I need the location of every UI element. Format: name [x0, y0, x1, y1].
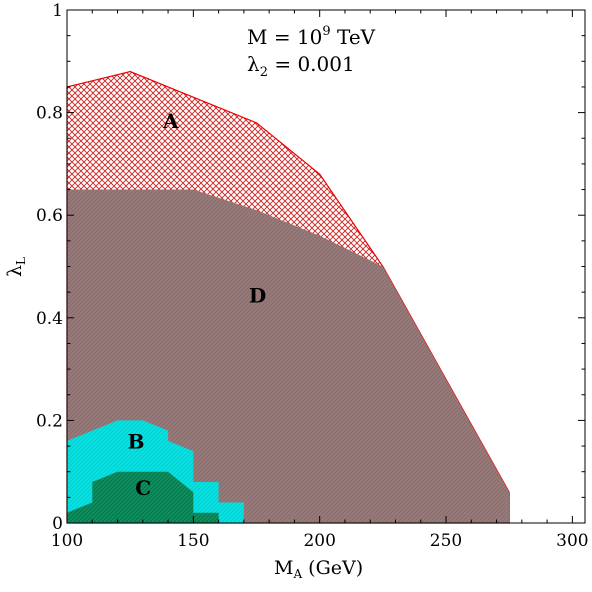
x-tick-label: 300 — [556, 531, 588, 551]
region-label-c: C — [135, 476, 151, 500]
region-c — [67, 471, 219, 523]
region-labels: A D BC — [128, 109, 267, 500]
y-tick-label: 0.2 — [36, 411, 63, 431]
y-tick-label: 1 — [52, 1, 63, 21]
x-tick-label: 100 — [51, 531, 83, 551]
regions — [66, 70, 510, 524]
x-axis-title: MA (GeV) — [274, 557, 363, 581]
annotation-lambda2: λ2 = 0.001 — [247, 52, 355, 80]
y-tick-label: 0.6 — [36, 206, 63, 226]
x-tick-label: 150 — [177, 531, 209, 551]
region-label-b: B — [128, 430, 145, 454]
axis-ticks: 100 150 200 250 300 0 0.2 0.4 0.6 0.8 1 — [36, 1, 589, 551]
region-label-a: A — [162, 109, 179, 133]
region-d — [67, 189, 510, 524]
region-label-d: D — [249, 283, 266, 307]
x-tick-label: 250 — [430, 531, 462, 551]
y-tick-label: 0.4 — [36, 309, 63, 329]
plot-frame — [66, 9, 586, 524]
y-axis-title: λL — [4, 257, 28, 277]
y-tick-label: 0.8 — [36, 104, 63, 124]
x-tick-label: 200 — [303, 531, 335, 551]
annotation-mass: M = 109 TeV — [247, 24, 376, 49]
y-tick-label: 0 — [52, 514, 63, 534]
